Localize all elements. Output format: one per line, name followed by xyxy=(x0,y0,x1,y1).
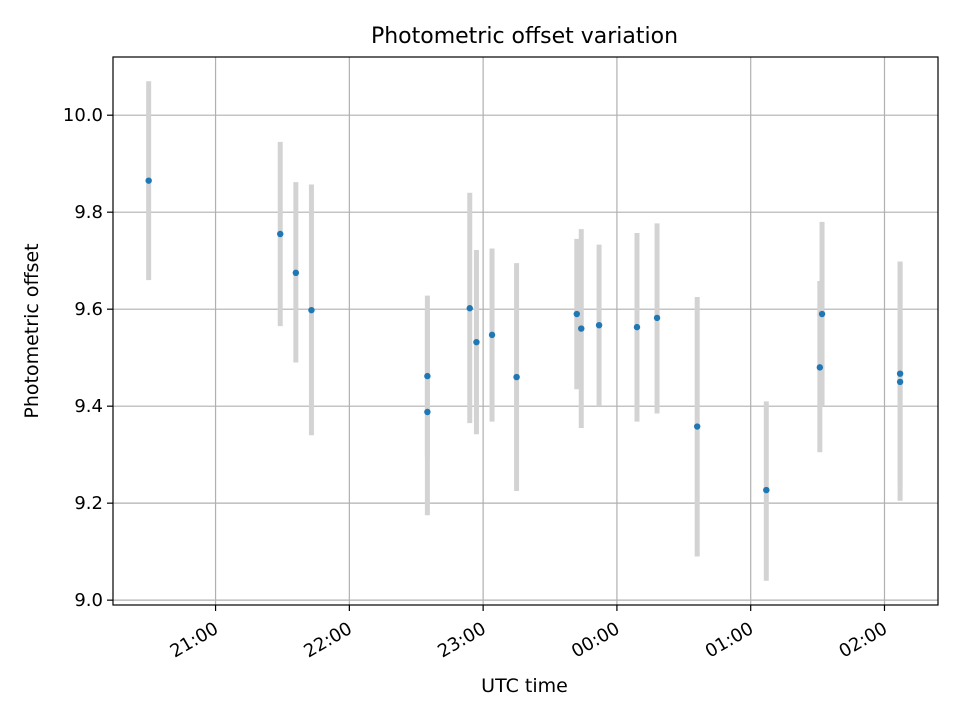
data-point xyxy=(513,373,520,381)
data-point xyxy=(145,177,152,184)
grid xyxy=(113,57,938,605)
y-tick-label: 10.0 xyxy=(63,105,103,126)
data-point xyxy=(466,305,473,312)
data-point xyxy=(292,269,300,277)
data-point xyxy=(633,323,641,331)
data-point xyxy=(653,314,661,322)
data-point xyxy=(818,310,826,318)
data-point xyxy=(473,338,480,346)
y-axis-title: Photometric offset xyxy=(21,243,43,418)
data-point xyxy=(896,370,904,377)
x-axis-title: UTC time xyxy=(481,675,568,697)
y-tick-label: 9.2 xyxy=(74,493,103,514)
data-point xyxy=(763,486,770,494)
data-point xyxy=(573,310,580,318)
data-point xyxy=(693,423,701,430)
data-point xyxy=(308,306,315,314)
data-point xyxy=(896,378,904,386)
chart-title: Photometric offset variation xyxy=(371,24,678,49)
data-point xyxy=(424,372,431,380)
y-tick-label: 9.8 xyxy=(74,202,103,223)
data-point xyxy=(816,364,824,371)
y-axis: 9.0 9.2 9.4 9.6 9.8 10.0 xyxy=(63,105,113,611)
data-point xyxy=(424,408,431,416)
data-point xyxy=(595,321,603,329)
data-point xyxy=(277,230,284,238)
data-point xyxy=(488,331,496,339)
plot-frame xyxy=(112,56,939,606)
data-points xyxy=(145,177,904,494)
y-tick-label: 9.6 xyxy=(74,299,103,320)
y-tick-label: 9.4 xyxy=(74,396,103,417)
y-tick-label: 9.0 xyxy=(74,590,103,611)
data-point xyxy=(578,325,585,332)
